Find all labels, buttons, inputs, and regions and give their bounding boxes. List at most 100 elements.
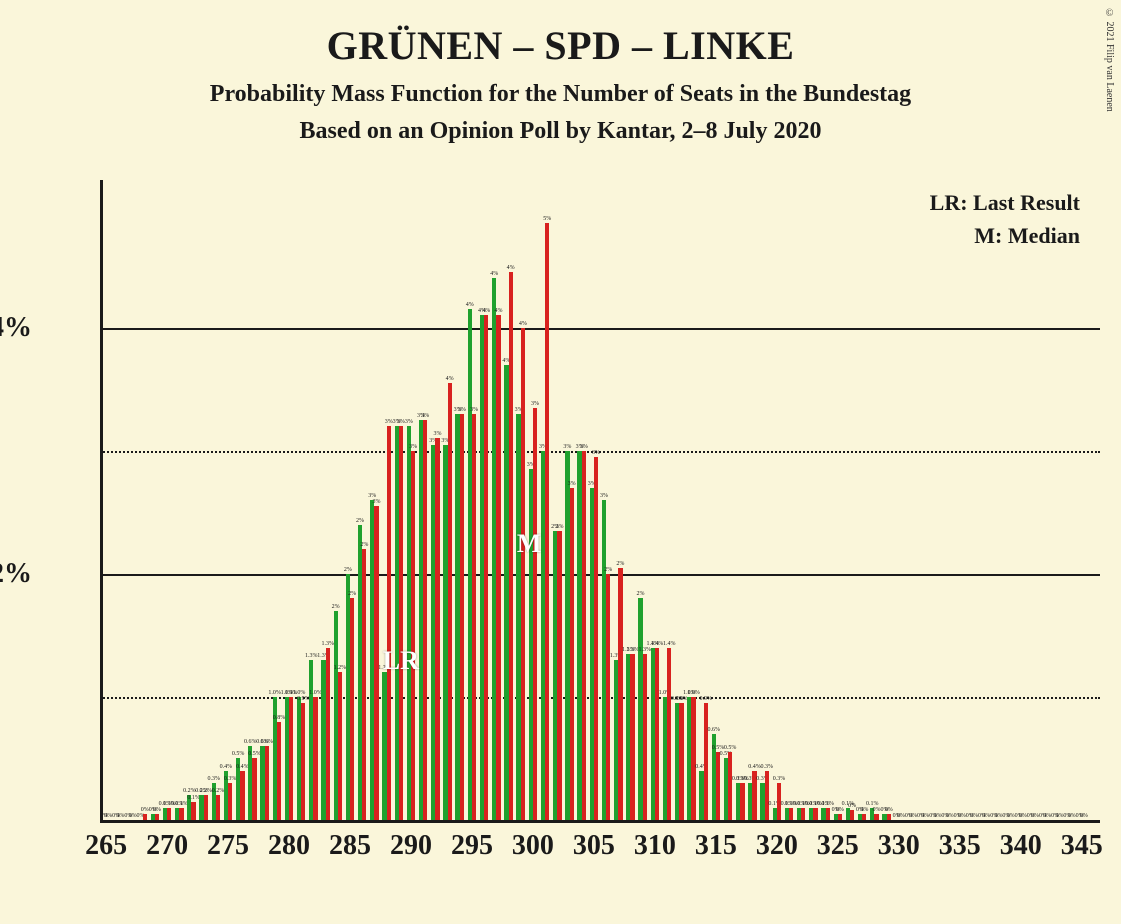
bar-red: 0.6%: [265, 746, 269, 820]
x-tick-label: 320: [756, 830, 798, 862]
bar-label: 0.6%: [261, 739, 274, 745]
bar-red: 4%: [484, 315, 488, 820]
bar-label: 2%: [348, 591, 356, 597]
bar-label: 0.5%: [232, 751, 245, 757]
bar-label: 2%: [332, 604, 340, 610]
bar-label: 0%: [116, 813, 124, 819]
bar-red: 3%: [472, 414, 476, 820]
bar-label: 0.1%: [866, 801, 879, 807]
bar-red: 3%: [399, 426, 403, 820]
bar-red: 2%: [618, 568, 622, 820]
bar-red: 4%: [521, 328, 525, 820]
bar-label: 3%: [600, 493, 608, 499]
bar-red: 5%: [545, 223, 549, 820]
bar-red: 4%: [509, 272, 513, 820]
x-tick-label: 285: [329, 830, 371, 862]
x-tick-label: 325: [817, 830, 859, 862]
bar-label: 0%: [1019, 813, 1027, 819]
bar-label: 0.2%: [212, 788, 225, 794]
bar-label: 0.4%: [220, 764, 233, 770]
bar-red: 0.3%: [765, 771, 769, 820]
bar-red: 3%: [460, 414, 464, 820]
bar-label: 0.9%: [675, 696, 688, 702]
bar-label: 0.1%: [821, 801, 834, 807]
bar-red: 1.0%: [691, 697, 695, 820]
bar-red: 0.2%: [204, 795, 208, 820]
bar-red: 0.9%: [301, 703, 305, 820]
x-tick-label: 310: [634, 830, 676, 862]
bar-label: 2%: [360, 542, 368, 548]
bar-red: 0.4%: [240, 771, 244, 820]
bar-label: 0%: [153, 807, 161, 813]
bar-red: 0.1%: [191, 802, 195, 820]
bar-label: 5%: [543, 216, 551, 222]
bar-red: 0.8%: [277, 722, 281, 820]
bar-red: 1.4%: [655, 648, 659, 820]
bar-label: 0%: [1080, 813, 1088, 819]
bar-red: 0.5%: [252, 758, 256, 820]
bar-red: 0.1%: [179, 808, 183, 820]
bar-label: 2%: [604, 567, 612, 573]
bar-label: 0.9%: [297, 696, 310, 702]
bar-label: 1.3%: [321, 641, 334, 647]
bar-label: 0%: [104, 813, 112, 819]
bar-label: 0%: [946, 813, 954, 819]
bar-label: 3%: [580, 444, 588, 450]
bar-label: 0.3%: [773, 776, 786, 782]
bar-label: 0.8%: [273, 715, 286, 721]
bar-label: 2%: [616, 561, 624, 567]
bar-label: 1.4%: [663, 641, 676, 647]
bar-label: 2%: [555, 524, 563, 530]
bar-label: 0%: [921, 813, 929, 819]
bar-label: 0.2%: [183, 788, 196, 794]
y-tick-label: 2%: [0, 558, 32, 590]
bar-label: 0%: [836, 807, 844, 813]
bar-label: 0%: [141, 807, 149, 813]
bar-label: 3%: [397, 419, 405, 425]
bar-label: 3%: [458, 407, 466, 413]
x-tick-label: 330: [878, 830, 920, 862]
bar-label: 0.6%: [244, 739, 257, 745]
x-tick-label: 280: [268, 830, 310, 862]
bar-label: 4%: [446, 376, 454, 382]
bar-red: 3%: [423, 420, 427, 820]
x-tick-label: 335: [939, 830, 981, 862]
bar-label: 4%: [519, 321, 527, 327]
bar-red: 3%: [594, 457, 598, 820]
bar-red: 3%: [374, 506, 378, 820]
bar-label: 1.3%: [639, 647, 652, 653]
bar-red: 2%: [350, 598, 354, 820]
bar-label: 0%: [909, 813, 917, 819]
bar-label: 0.3%: [207, 776, 220, 782]
bar-red: 1.3%: [643, 654, 647, 820]
bar-red: 1.3%: [630, 654, 634, 820]
bar-label: 1.0%: [293, 690, 306, 696]
bar-red: 3%: [387, 426, 391, 820]
copyright: © 2021 Filip van Laenen: [1104, 8, 1115, 112]
x-tick-label: 345: [1061, 830, 1103, 862]
subtitle-2: Based on an Opinion Poll by Kantar, 2–8 …: [0, 118, 1121, 145]
bar-label: 0.5%: [724, 745, 737, 751]
bar-label: 2%: [356, 518, 364, 524]
bar-label: 4%: [507, 265, 515, 271]
bar-label: 3%: [592, 450, 600, 456]
bar-red: 0%: [887, 814, 891, 820]
bar-label: 0%: [970, 813, 978, 819]
bar-red: 1.3%: [326, 648, 330, 820]
bar-red: 4%: [496, 315, 500, 820]
y-tick-label: 4%: [0, 312, 32, 344]
bar-red: 0%: [143, 814, 147, 820]
bar-label: 0.2%: [200, 788, 213, 794]
bar-label: 0.1%: [175, 801, 188, 807]
bar-label: 0%: [848, 803, 856, 809]
bar-red: 0.2%: [216, 795, 220, 820]
bar-label: 0%: [897, 813, 905, 819]
bar-red: 0.3%: [740, 783, 744, 820]
bar-label: 0.9%: [700, 696, 713, 702]
bar-red: 4%: [448, 383, 452, 820]
bar-label: 0%: [958, 813, 966, 819]
bar-red: 0.5%: [728, 752, 732, 820]
bar-red: 3%: [570, 488, 574, 820]
bar-red: 3%: [411, 451, 415, 820]
bar-label: 4%: [466, 302, 474, 308]
